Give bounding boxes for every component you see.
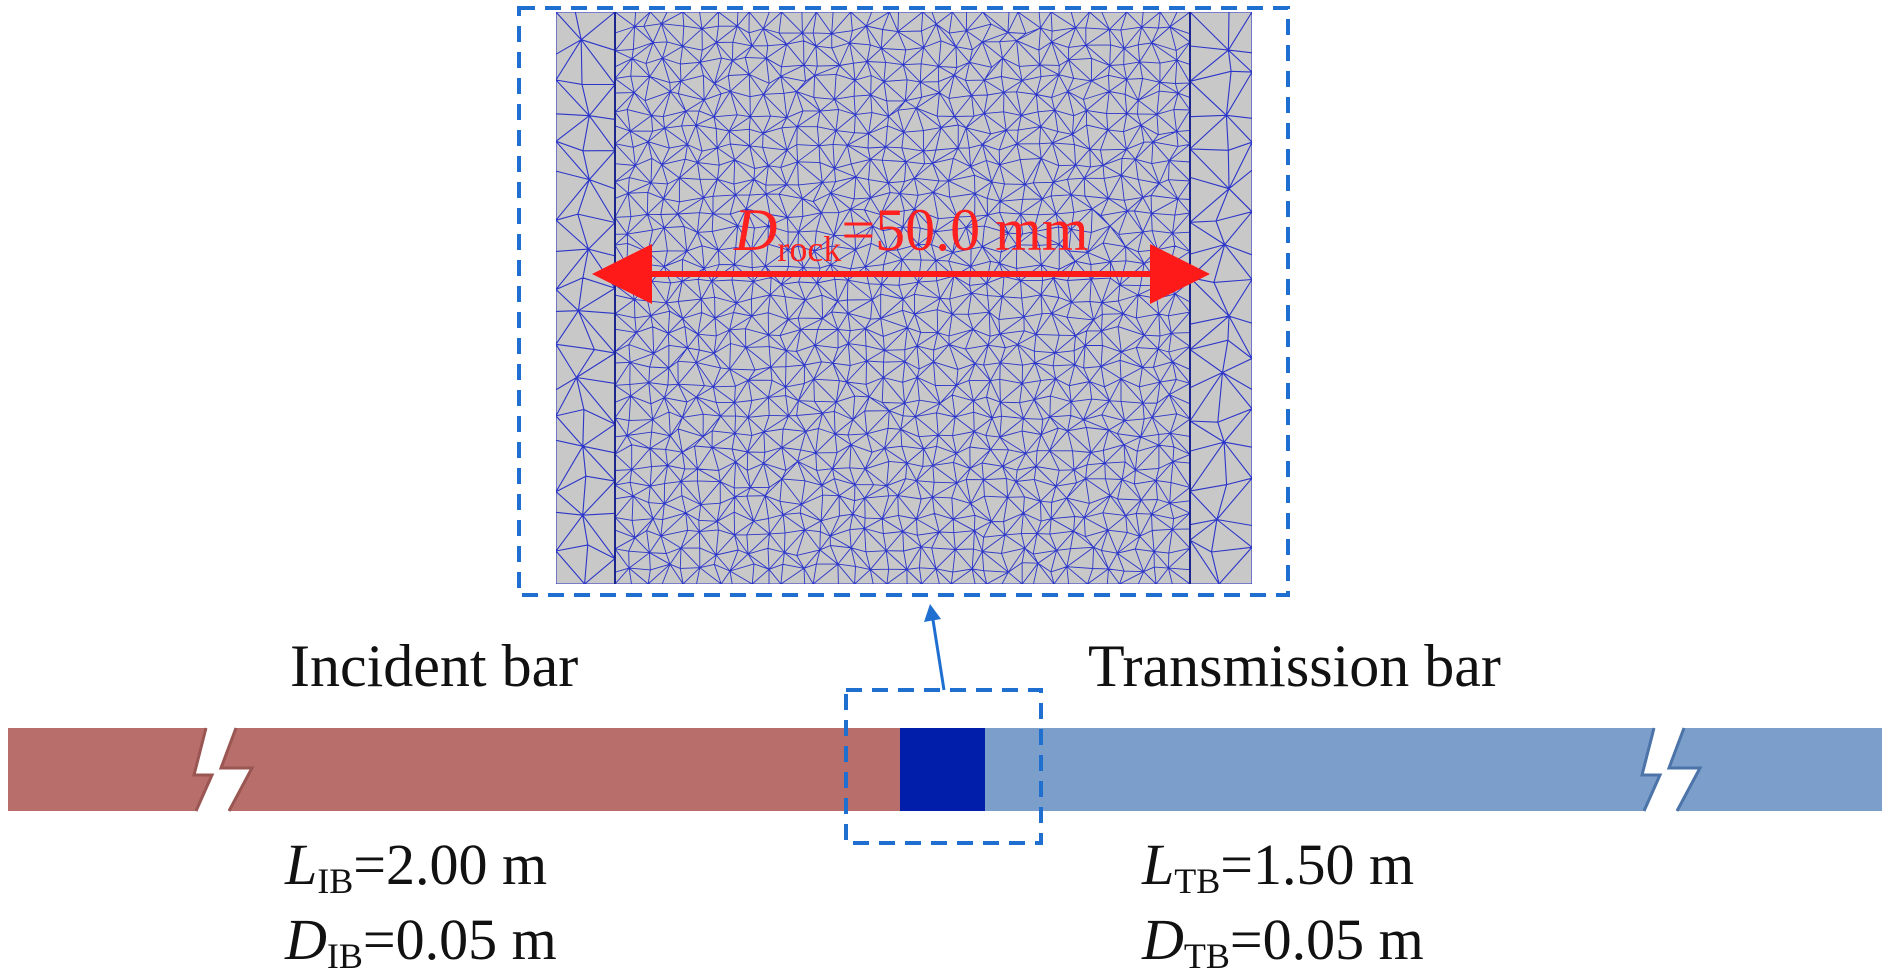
rock-specimen bbox=[900, 728, 985, 811]
transmission-length-param: LTB=1.50 m bbox=[1142, 836, 1414, 900]
break-symbol-icon bbox=[192, 727, 255, 812]
rock-diameter-label: Drock=50.0 mm bbox=[734, 197, 1089, 267]
transmission-bar-body bbox=[985, 728, 1882, 811]
mesh-element-lines bbox=[1189, 12, 1252, 584]
transmission-length-subscript: TB bbox=[1174, 861, 1221, 901]
break-symbol-icon bbox=[1640, 727, 1703, 812]
rock-diameter-symbol: D bbox=[734, 197, 778, 263]
incident-length-symbol: L bbox=[285, 832, 318, 897]
incident-diameter-symbol: D bbox=[285, 907, 327, 972]
incident-diameter-subscript: IB bbox=[326, 936, 363, 976]
transmission-length-symbol: L bbox=[1142, 832, 1175, 897]
incident-diameter-param: DIB=0.05 m bbox=[285, 911, 557, 975]
incident-diameter-value: =0.05 m bbox=[362, 907, 557, 972]
incident-bar-title: Incident bar bbox=[290, 633, 579, 699]
rock-diameter-subscript: rock bbox=[777, 228, 842, 269]
incident-length-subscript: IB bbox=[317, 861, 354, 901]
incident-length-param: LIB=2.00 m bbox=[285, 836, 547, 900]
mesh-zoom-view bbox=[556, 12, 1252, 584]
incident-bar bbox=[8, 727, 900, 812]
zoom-callout-box bbox=[517, 6, 1290, 597]
transmission-diameter-value: =0.05 m bbox=[1229, 907, 1424, 972]
transmission-diameter-subscript: TB bbox=[1183, 936, 1230, 976]
transmission-bar-title: Transmission bar bbox=[1088, 633, 1501, 699]
transmission-bar bbox=[985, 727, 1882, 812]
incident-length-value: =2.00 m bbox=[353, 832, 548, 897]
transmission-length-value: =1.50 m bbox=[1220, 832, 1415, 897]
rock-diameter-value: =50.0 mm bbox=[841, 197, 1089, 263]
transmission-diameter-param: DTB=0.05 m bbox=[1142, 911, 1424, 975]
specimen-focus-box bbox=[844, 688, 1043, 845]
incident-bar-body bbox=[8, 728, 900, 811]
pointer-arrow-icon bbox=[924, 604, 946, 691]
transmission-diameter-symbol: D bbox=[1142, 907, 1184, 972]
